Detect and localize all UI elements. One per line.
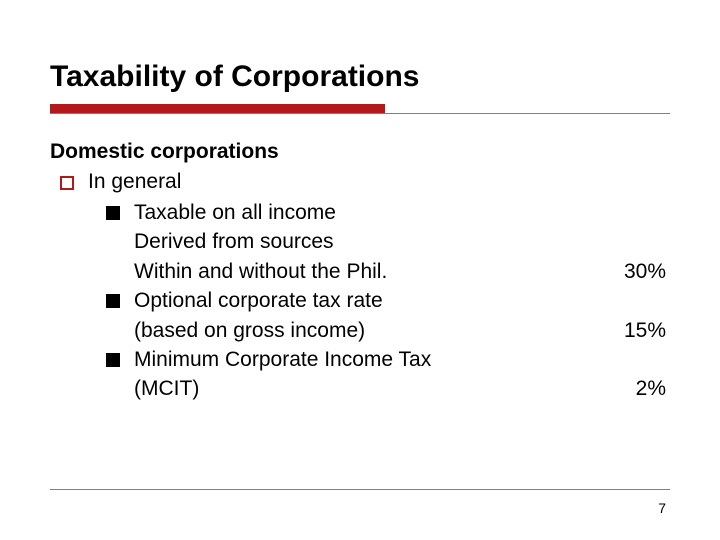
solid-square-bullet-icon	[106, 294, 120, 308]
solid-square-bullet-icon	[106, 353, 120, 367]
item-text: (MCIT)	[134, 374, 199, 403]
item-text: Derived from sources	[134, 227, 334, 256]
list-item: Minimum Corporate Income Tax (MCIT) 2%	[106, 345, 670, 404]
slide-title: Taxability of Corporations	[50, 60, 670, 94]
rate-value: 30%	[600, 257, 670, 286]
solid-square-bullet-icon	[106, 206, 120, 220]
bottom-rule	[50, 489, 670, 490]
subheading: Domestic corporations	[50, 140, 670, 164]
item-text: Within and without the Phil.	[134, 257, 387, 286]
hollow-square-bullet-icon	[60, 176, 74, 190]
item-text: Minimum Corporate Income Tax	[134, 345, 431, 374]
item-text: (based on gross income)	[134, 316, 365, 345]
rate-value: 2%	[600, 374, 670, 403]
item-text: Taxable on all income	[134, 198, 336, 227]
item-text: Optional corporate tax rate	[134, 286, 383, 315]
title-thin-line	[50, 113, 670, 114]
rate-value: 15%	[600, 316, 670, 345]
level1-label: In general	[88, 170, 181, 194]
page-number: 7	[658, 500, 666, 516]
list-level1: In general	[60, 170, 670, 194]
title-rule	[50, 104, 670, 116]
list-item: Taxable on all income Derived from sourc…	[106, 198, 670, 286]
list-item: Optional corporate tax rate (based on gr…	[106, 286, 670, 345]
